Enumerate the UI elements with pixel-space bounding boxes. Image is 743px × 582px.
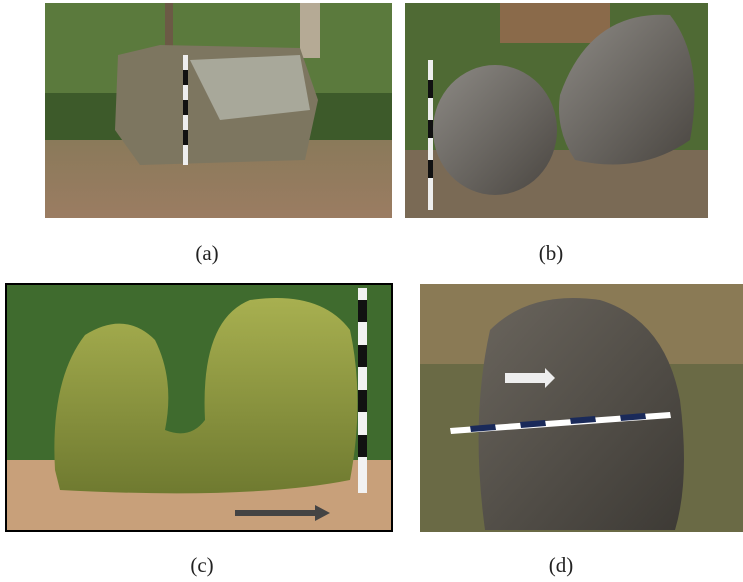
caption: (a) [195,241,218,265]
photo-b [405,3,708,218]
photo-a [45,3,392,218]
figure: (a) (b) (c) (d) [0,0,743,582]
caption: (c) [190,553,213,577]
photo-d [420,284,743,532]
photo-c [6,284,392,531]
caption: (d) [549,553,574,577]
page: (a) (b) (c) (d) (() => { const data = JS… [0,0,743,582]
caption: (b) [539,241,564,265]
